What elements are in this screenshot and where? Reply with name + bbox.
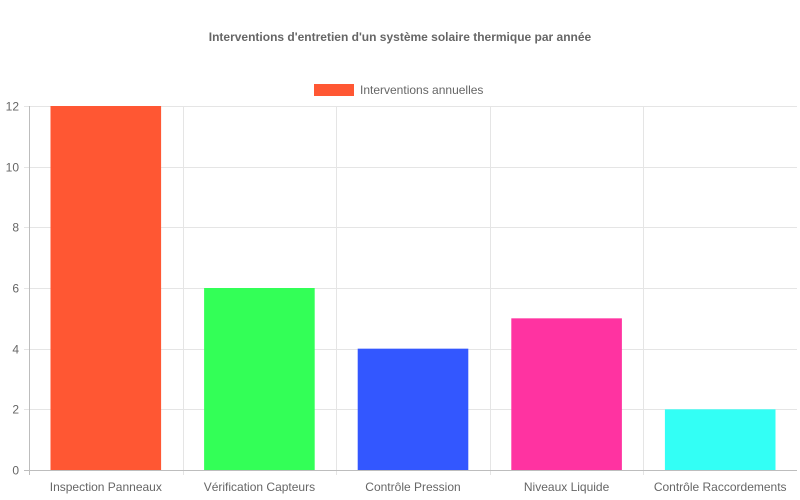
y-tick-label: 10 xyxy=(6,161,20,175)
x-tick-label: Inspection Panneaux xyxy=(50,480,162,494)
axes xyxy=(24,106,797,475)
legend-label: Interventions annuelles xyxy=(360,83,483,97)
x-tick-label: Vérification Capteurs xyxy=(204,480,315,494)
y-axis-ticks: 0 2 4 6 8 10 12 xyxy=(6,100,20,478)
bar[interactable] xyxy=(50,106,162,470)
bar[interactable] xyxy=(357,348,469,470)
y-tick-label: 8 xyxy=(12,221,19,235)
x-tick-label: Contrôle Raccordements xyxy=(654,480,787,494)
y-tick-label: 0 xyxy=(12,464,19,478)
bar[interactable] xyxy=(511,318,622,470)
y-tick-label: 4 xyxy=(12,343,19,357)
bars xyxy=(50,106,776,470)
legend[interactable]: Interventions annuelles xyxy=(314,83,483,97)
bar[interactable] xyxy=(204,288,315,470)
x-tick-label: Contrôle Pression xyxy=(365,480,460,494)
y-tick-label: 12 xyxy=(6,100,20,114)
x-axis-ticks: Inspection Panneaux Vérification Capteurs… xyxy=(50,480,787,494)
chart-title: Interventions d'entretien d'un système s… xyxy=(209,30,592,44)
legend-swatch xyxy=(314,84,354,96)
x-tick-label: Niveaux Liquide xyxy=(524,480,610,494)
y-tick-label: 6 xyxy=(12,282,19,296)
bar[interactable] xyxy=(664,409,776,470)
y-tick-label: 2 xyxy=(12,403,19,417)
